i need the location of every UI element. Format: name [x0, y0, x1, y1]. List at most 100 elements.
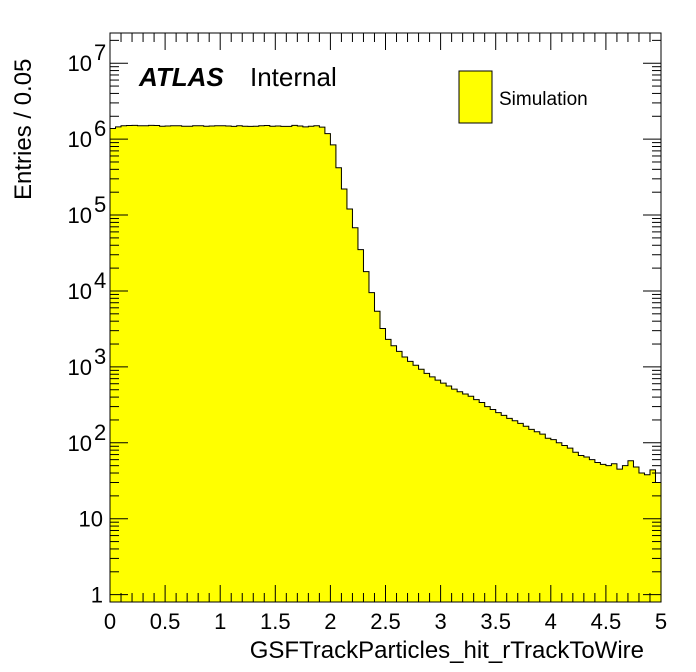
internal-label: Internal: [250, 62, 337, 92]
histogram-bin: [264, 125, 271, 602]
histogram-bin: [633, 467, 640, 602]
histogram-bin: [308, 126, 315, 602]
histogram-bin: [313, 125, 320, 602]
histogram-bin: [198, 125, 205, 602]
histogram-bin: [479, 402, 486, 602]
y-tick-label: 10: [68, 279, 92, 304]
histogram-bin: [209, 125, 216, 602]
y-tick-label-exponent: 2: [94, 420, 106, 445]
histogram-bin: [490, 409, 497, 602]
histogram-bin: [616, 469, 624, 602]
y-tick-label-exponent: 3: [94, 344, 106, 369]
legend-label-simulation: Simulation: [499, 89, 588, 110]
histogram-bin: [225, 125, 232, 602]
histogram-bin: [115, 126, 122, 602]
histogram-bin: [379, 328, 387, 602]
histogram-bin: [374, 311, 381, 602]
y-tick-label-exponent: 7: [94, 40, 106, 65]
y-tick-label-exponent: 6: [94, 116, 106, 141]
histogram-bin: [132, 125, 139, 602]
histogram-bin: [137, 125, 144, 602]
histogram-bin: [335, 167, 343, 602]
histogram-bin: [589, 459, 596, 602]
histogram-bin: [572, 452, 579, 602]
x-tick-label: 1.5: [260, 609, 291, 634]
y-tick-label: 10: [68, 51, 92, 76]
histogram-bin: [539, 434, 546, 602]
x-axis-title: GSFTrackParticles_hit_rTrackToWire: [250, 637, 644, 664]
histogram-bin: [638, 473, 646, 602]
histogram-bin: [501, 415, 508, 602]
x-tick-label: 3: [434, 609, 446, 634]
histogram-bin: [534, 431, 541, 602]
histogram-bin: [545, 438, 552, 602]
histogram-bin: [407, 361, 414, 602]
histogram-bin: [291, 125, 298, 602]
histogram-bin: [121, 125, 128, 602]
histogram-bin: [159, 126, 166, 602]
histogram-bin: [440, 383, 447, 602]
histogram-bin: [418, 369, 425, 602]
histogram-bin: [324, 133, 331, 602]
histogram-bin: [357, 249, 365, 602]
histogram-bin: [495, 412, 502, 602]
histogram-bin: [655, 482, 662, 602]
histogram-bin: [561, 445, 568, 602]
x-tick-label: 2.5: [370, 609, 401, 634]
histogram-bin: [517, 423, 524, 602]
histogram-bin: [528, 429, 535, 602]
x-tick-label: 3.5: [480, 609, 511, 634]
x-tick-label: 4.5: [591, 609, 622, 634]
y-tick-label: 10: [79, 507, 103, 532]
y-tick-label-exponent: 5: [94, 192, 106, 217]
histogram-bin: [457, 391, 464, 602]
histogram-bin: [170, 125, 177, 602]
histogram-bin: [462, 393, 469, 602]
histogram-bin: [302, 126, 309, 602]
histogram-bin: [424, 373, 431, 602]
histogram-bin: [176, 125, 183, 602]
histogram-bin: [605, 465, 613, 602]
histogram-bin: [269, 126, 276, 602]
histogram-bin: [396, 351, 403, 602]
histogram-bin: [368, 292, 376, 602]
histogram-bin: [550, 439, 557, 602]
x-tick-label: 2: [324, 609, 336, 634]
histogram-bin: [341, 189, 348, 602]
y-axis-title: Entries / 0.05: [10, 59, 37, 200]
histogram-bin: [110, 128, 117, 602]
histogram-bin: [297, 125, 304, 602]
histogram-bin: [126, 125, 133, 602]
histogram-bin: [352, 227, 359, 602]
histogram-bin: [165, 125, 172, 602]
histogram-bin: [391, 345, 398, 602]
histogram-bin: [231, 126, 238, 602]
histogram-bin: [214, 125, 221, 602]
histogram-bin: [611, 463, 618, 602]
histogram-bin: [242, 126, 249, 602]
histogram-bin: [594, 462, 601, 602]
histogram-bin: [143, 125, 150, 602]
histogram-bin: [192, 125, 199, 602]
histogram-bin: [622, 465, 629, 602]
x-tick-label: 0: [104, 609, 116, 634]
y-tick-label: 10: [68, 355, 92, 380]
histogram-bin: [578, 455, 585, 602]
legend: Simulation: [458, 70, 588, 124]
histogram-bin: [280, 126, 287, 602]
histogram-bin: [627, 460, 635, 602]
histogram-bin: [446, 386, 453, 602]
histogram-bin: [346, 209, 354, 602]
histogram-bin: [600, 464, 607, 602]
x-tick-label: 1: [214, 609, 226, 634]
legend-swatch: [458, 70, 493, 124]
y-tick-label: 1: [91, 583, 103, 608]
y-tick-label: 10: [68, 127, 92, 152]
histogram-bin: [435, 380, 442, 602]
histogram-bin: [236, 125, 243, 602]
histogram-bin: [181, 126, 188, 602]
histogram-bin: [319, 127, 326, 602]
histogram-bin: [402, 356, 409, 602]
